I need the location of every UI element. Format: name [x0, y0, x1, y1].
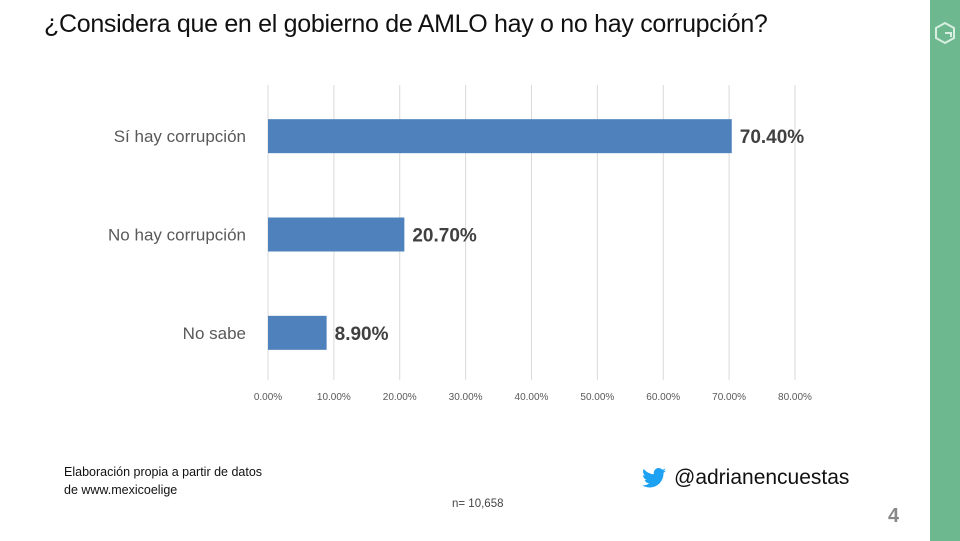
- bar: [268, 217, 405, 252]
- source-line-1: Elaboración propia a partir de datos: [64, 465, 263, 479]
- twitter-handle: @adrianencuestas: [674, 466, 850, 489]
- twitter-icon: [642, 468, 666, 488]
- x-tick-label: 50.00%: [580, 392, 614, 403]
- x-tick-label: 70.00%: [712, 392, 746, 403]
- data-label: 8.90%: [335, 324, 389, 345]
- side-accent-strip: [930, 0, 960, 541]
- bar: [268, 315, 327, 350]
- source-note: Elaboración propia a partir de datos de …: [64, 463, 262, 499]
- x-tick-label: 0.00%: [254, 392, 282, 403]
- sample-size: n= 10,658: [452, 498, 504, 510]
- data-label: 70.40%: [740, 127, 805, 148]
- x-tick-label: 80.00%: [778, 392, 812, 403]
- x-tick-label: 60.00%: [646, 392, 680, 403]
- category-label: Sí hay corrupción: [114, 127, 246, 146]
- category-label: No sabe: [183, 324, 246, 343]
- category-label: No hay corrupción: [108, 226, 246, 245]
- source-line-2: de www.mexicoelige: [64, 483, 178, 497]
- chart-title: ¿Considera que en el gobierno de AMLO ha…: [44, 10, 768, 38]
- twitter-credit[interactable]: @adrianencuestas: [642, 466, 849, 490]
- page-number: 4: [888, 505, 900, 527]
- bar: [268, 119, 732, 154]
- x-tick-label: 20.00%: [383, 392, 417, 403]
- x-tick-label: 30.00%: [449, 392, 483, 403]
- bar-chart: 0.00% 10.00% 20.00% 30.00% 40.00% 50.00% 60.00…: [108, 85, 812, 403]
- x-tick-label: 40.00%: [515, 392, 549, 403]
- data-label: 20.70%: [412, 226, 477, 247]
- x-tick-label: 10.00%: [317, 392, 351, 403]
- logo-icon: [935, 22, 955, 44]
